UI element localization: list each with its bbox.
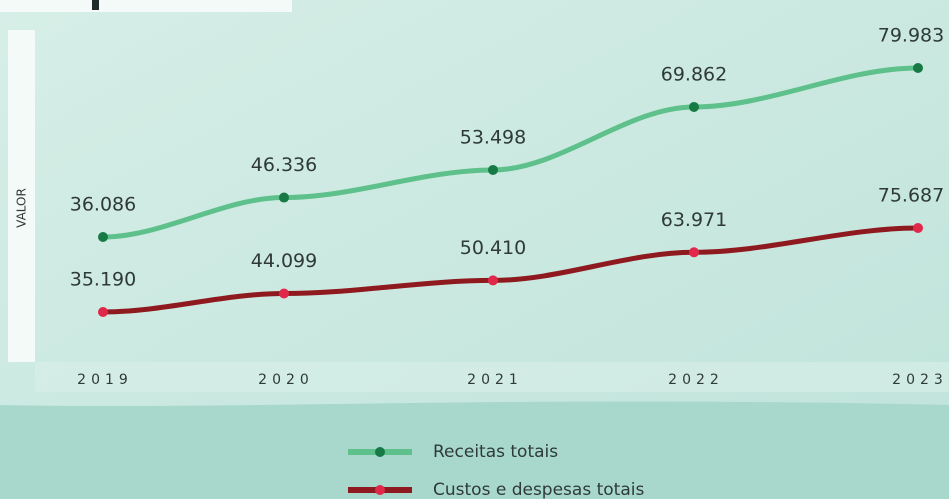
- data-label: 35.190: [70, 269, 136, 291]
- title-box: [0, 0, 292, 12]
- data-label: 63.971: [661, 209, 727, 231]
- title-fragment: [92, 0, 99, 10]
- data-label: 75.687: [878, 185, 944, 207]
- x-tick-label: 2020: [258, 372, 314, 388]
- legend-marker: [375, 447, 385, 457]
- data-point: [488, 165, 498, 175]
- x-tick-label: 2023: [892, 372, 948, 388]
- data-point: [279, 289, 289, 299]
- data-label: 50.410: [460, 237, 526, 259]
- data-label: 36.086: [70, 194, 136, 216]
- data-label: 53.498: [460, 126, 526, 148]
- x-tick-label: 2021: [467, 372, 523, 388]
- legend-label: Receitas totais: [433, 442, 558, 462]
- data-label: 69.862: [661, 63, 727, 85]
- data-point: [98, 232, 108, 242]
- data-point: [98, 307, 108, 317]
- data-point: [488, 275, 498, 285]
- data-point: [689, 247, 699, 257]
- x-tick-label: 2019: [77, 372, 133, 388]
- x-tick-label: 2022: [668, 372, 724, 388]
- data-point: [279, 193, 289, 203]
- data-point: [689, 102, 699, 112]
- data-label: 44.099: [251, 250, 317, 272]
- data-label: 79.983: [878, 25, 944, 47]
- chart: VALOR 2019 2020 2021 2022 2023 36.086 46.336 53…: [0, 0, 949, 499]
- data-label: 46.336: [251, 154, 317, 176]
- data-point: [913, 63, 923, 73]
- data-point: [913, 223, 923, 233]
- legend-marker: [375, 485, 385, 495]
- legend-label: Custos e despesas totais: [433, 480, 644, 499]
- y-axis-label: VALOR: [15, 188, 29, 228]
